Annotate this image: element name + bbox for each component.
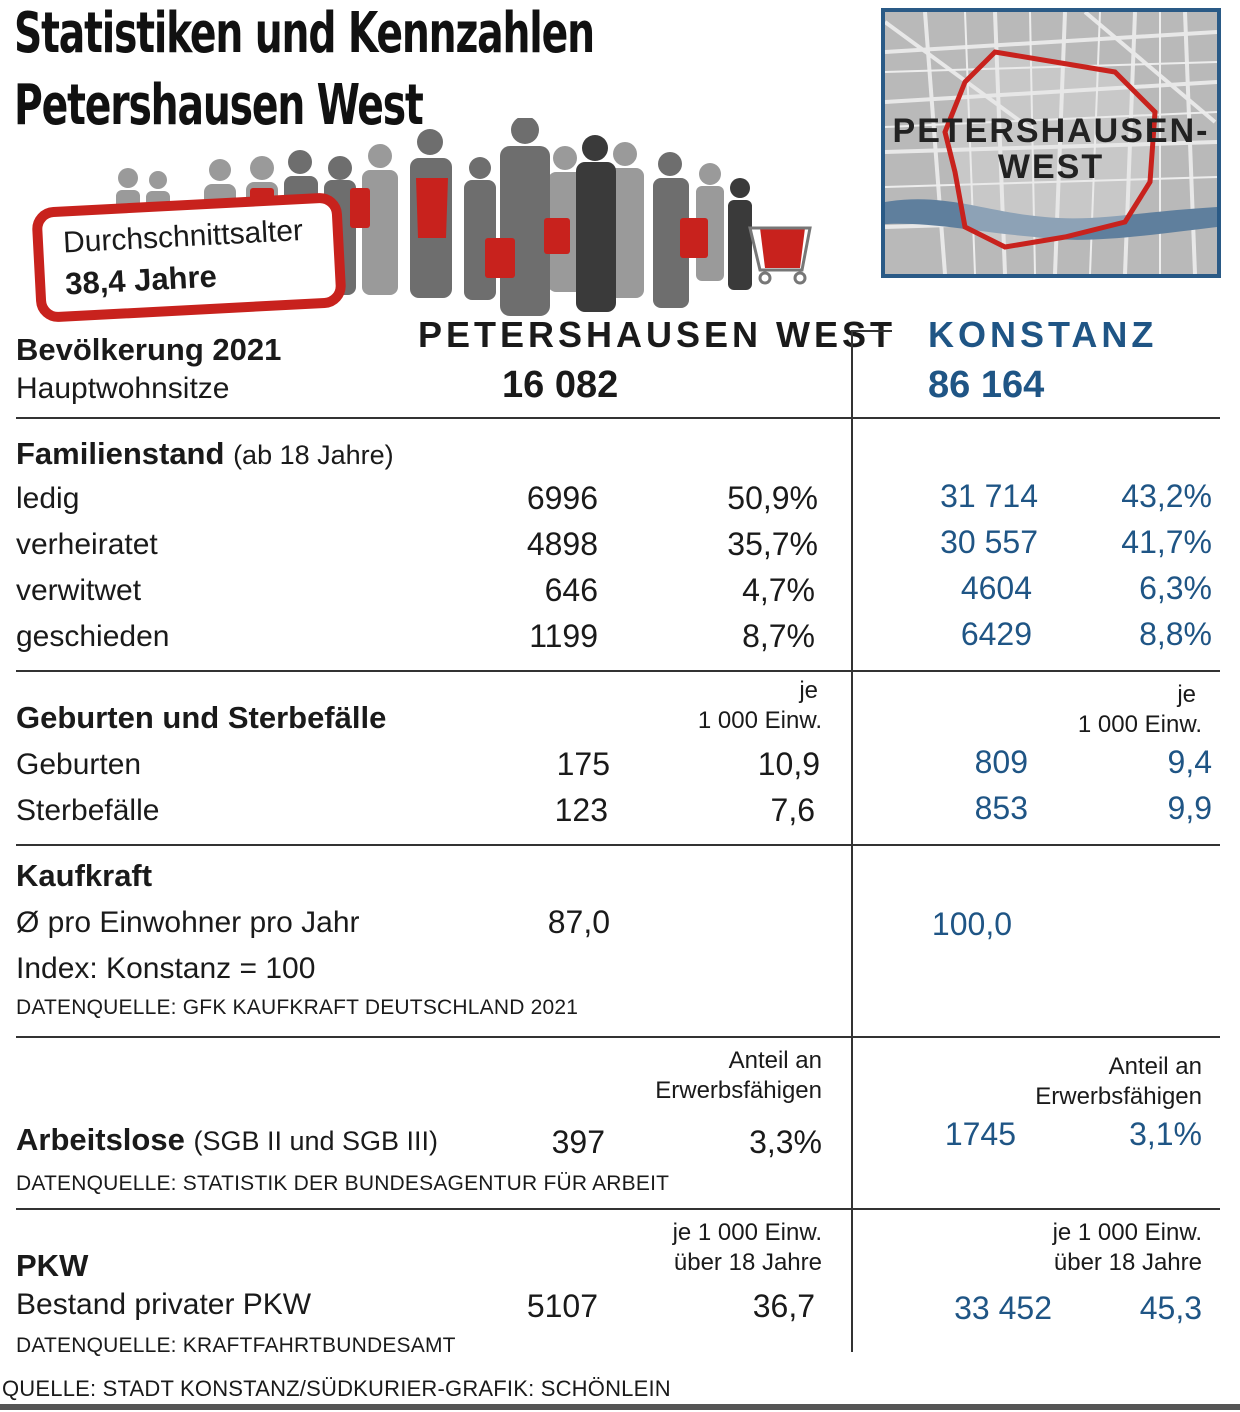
familienstand-title: Familienstand (ab 18 Jahre)	[16, 436, 394, 472]
konstanz-count: 4604	[960, 570, 1032, 606]
column-divider	[851, 330, 853, 1352]
west-count: 1199	[529, 618, 598, 654]
familienstand-subtitle: (ab 18 Jahre)	[233, 440, 394, 470]
konstanz-rate: 9,4	[1167, 744, 1212, 780]
west-rate-label-1: je	[799, 677, 818, 704]
pkw-line-1: Bestand privater PKW	[16, 1288, 312, 1321]
footer-source: QUELLE: STADT KONSTANZ/SÜDKURIER-GRAFIK:…	[2, 1376, 671, 1401]
familienstand-title-text: Familienstand	[16, 436, 225, 471]
kaufkraft-title: Kaufkraft	[16, 858, 153, 893]
west-rate: 7,6	[770, 792, 815, 828]
district-map: PETERSHAUSEN- WEST	[881, 8, 1221, 278]
west-share-label-2: Erwerbsfähigen	[655, 1077, 822, 1104]
arbeitslose-subtitle: (SGB II und SGB III)	[193, 1126, 439, 1156]
divider-tick	[852, 330, 892, 332]
badge-label: Durchschnittsalter	[62, 214, 304, 260]
population-title: Bevölkerung 2021	[16, 332, 282, 367]
west-percent: 35,7%	[727, 526, 818, 562]
column-title-west: PETERSHAUSEN WEST	[418, 314, 897, 355]
konstanz-count: 6429	[960, 616, 1032, 652]
section-divider	[16, 417, 1220, 419]
west-share-label-1: Anteil an	[728, 1047, 822, 1074]
kaufkraft-konstanz-value: 100,0	[931, 906, 1012, 942]
west-count: 4898	[526, 526, 598, 562]
pkw-konstanz-rate: 45,3	[1139, 1290, 1202, 1326]
konstanz-rate: 9,9	[1167, 790, 1212, 826]
population-subtitle: Hauptwohnsitze	[16, 372, 230, 405]
konstanz-pkw-rate-label-2: über 18 Jahre	[1053, 1249, 1202, 1276]
west-percent: 50,9%	[727, 480, 818, 516]
map-label-line-2: WEST	[997, 148, 1105, 186]
row-label: ledig	[16, 482, 80, 515]
konstanz-share-label-2: Erwerbsfähigen	[1035, 1083, 1202, 1110]
west-percent: 4,7%	[742, 572, 815, 608]
konstanz-pkw-rate-label-1: je 1 000 Einw.	[1052, 1219, 1202, 1246]
west-pkw-rate-label-1: je 1 000 Einw.	[672, 1219, 822, 1246]
konstanz-percent: 6,3%	[1139, 570, 1212, 606]
west-count: 6996	[526, 480, 598, 516]
west-count: 123	[554, 792, 608, 828]
kaufkraft-west-value: 87,0	[547, 904, 610, 940]
row-label: verwitwet	[16, 574, 142, 607]
kaufkraft-line-2: Index: Konstanz = 100	[16, 952, 316, 985]
row-label: Sterbefälle	[16, 794, 160, 827]
map-label-line-1: PETERSHAUSEN-	[892, 112, 1210, 150]
konstanz-count: 30 557	[940, 524, 1038, 560]
section-divider	[16, 1036, 1220, 1038]
konstanz-percent: 8,8%	[1139, 616, 1212, 652]
arbeitslose-konstanz-percent: 3,1%	[1129, 1116, 1202, 1152]
title-line-2: Petershausen West	[14, 73, 424, 138]
arbeitslose-source: DATENQUELLE: STATISTIK DER BUNDESAGENTUR…	[16, 1172, 670, 1195]
average-age-badge: Durchschnittsalter 38,4 Jahre	[31, 191, 347, 324]
konstanz-share-label-1: Anteil an	[1108, 1053, 1202, 1080]
konstanz-percent: 41,7%	[1121, 524, 1212, 560]
konstanz-count: 31 714	[940, 478, 1038, 514]
row-label: geschieden	[16, 620, 170, 653]
bottom-rule	[0, 1404, 1240, 1410]
geburten-title: Geburten und Sterbefälle	[16, 700, 387, 735]
west-count: 175	[556, 746, 610, 782]
arbeitslose-title-text: Arbeitslose	[16, 1122, 185, 1157]
pkw-source: DATENQUELLE: KRAFTFAHRTBUNDESAMT	[16, 1334, 456, 1357]
pkw-west-rate: 36,7	[752, 1288, 815, 1324]
konstanz-percent: 43,2%	[1121, 478, 1212, 514]
column-title-konstanz: KONSTANZ	[928, 314, 1158, 355]
population-west-total: 16 082	[502, 364, 619, 406]
section-divider	[16, 1208, 1220, 1210]
row-label: Geburten	[16, 748, 142, 781]
row-label: verheiratet	[16, 528, 158, 561]
arbeitslose-konstanz-count: 1745	[944, 1116, 1016, 1152]
arbeitslose-west-count: 397	[551, 1124, 605, 1160]
kaufkraft-source: DATENQUELLE: GFK KAUFKRAFT DEUTSCHLAND 2…	[16, 996, 579, 1019]
west-percent: 8,7%	[742, 618, 815, 654]
konstanz-count: 853	[974, 790, 1028, 826]
arbeitslose-title: Arbeitslose (SGB II und SGB III)	[16, 1122, 438, 1158]
arbeitslose-west-percent: 3,3%	[749, 1124, 822, 1160]
pkw-west-count: 5107	[526, 1288, 598, 1324]
section-divider	[16, 844, 1220, 846]
west-rate-label-2: 1 000 Einw.	[697, 707, 822, 734]
kaufkraft-line-1: Ø pro Einwohner pro Jahr	[16, 906, 360, 939]
konstanz-count: 809	[974, 744, 1028, 780]
section-divider	[16, 670, 1220, 672]
konstanz-rate-label-1: je	[1177, 681, 1196, 708]
pkw-title: PKW	[16, 1248, 89, 1283]
map-streets-icon	[885, 12, 1217, 274]
badge-value: 38,4 Jahre	[64, 258, 218, 302]
title-line-1: Statistiken und Kennzahlen	[14, 1, 595, 66]
population-konstanz-total: 86 164	[928, 364, 1045, 406]
west-count: 646	[544, 572, 598, 608]
konstanz-rate-label-2: 1 000 Einw.	[1077, 711, 1202, 738]
west-rate: 10,9	[757, 746, 820, 782]
pkw-konstanz-count: 33 452	[954, 1290, 1052, 1326]
west-pkw-rate-label-2: über 18 Jahre	[673, 1249, 822, 1276]
